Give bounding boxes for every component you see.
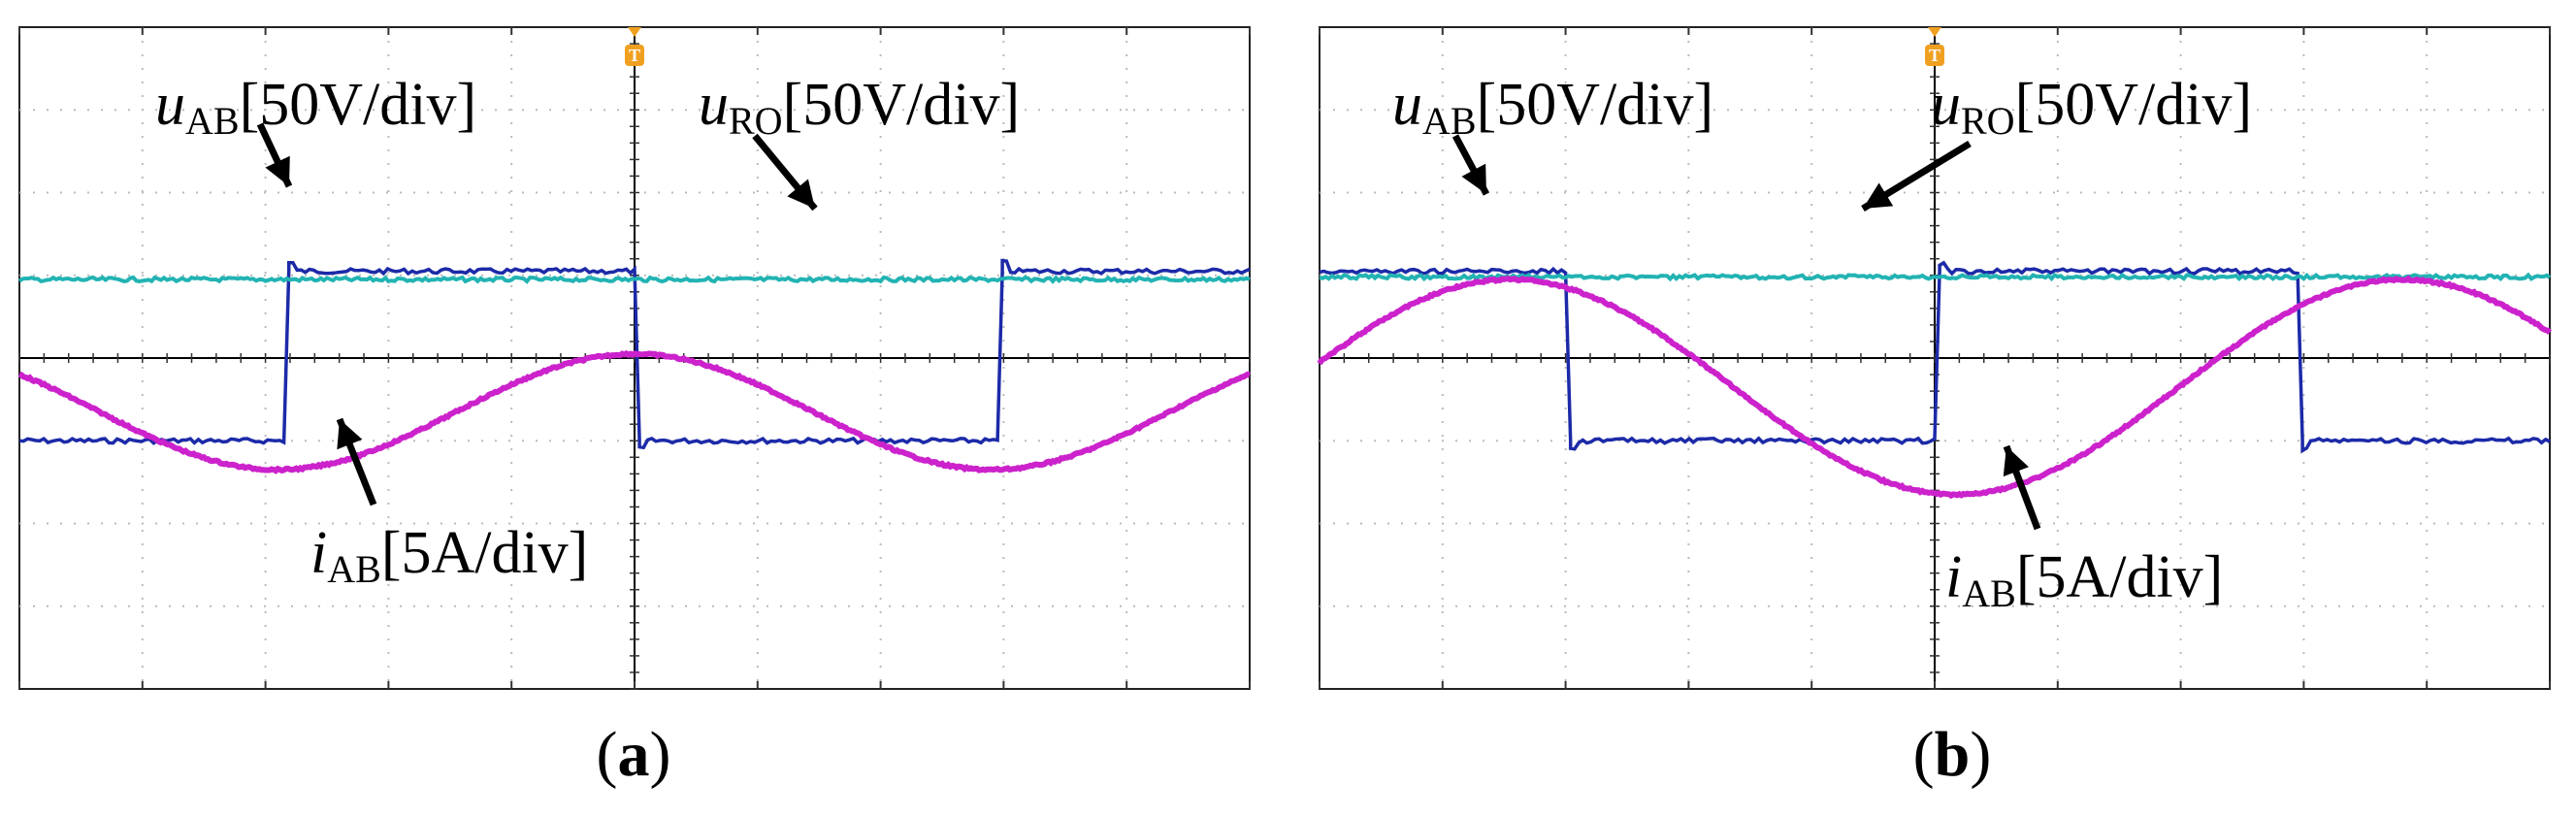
trigger-marker: T — [1925, 27, 1944, 66]
caption-b-letter: b — [1934, 719, 1971, 790]
label-scale: [50V/div] — [240, 72, 477, 138]
label-symbol: i — [310, 520, 327, 586]
label-arrow-head — [265, 155, 290, 186]
label-subscript: AB — [1422, 99, 1477, 143]
label-subscript: AB — [185, 99, 240, 143]
label-symbol: u — [1931, 72, 1961, 138]
label-arrow-head — [1863, 182, 1894, 209]
trace-i-ab — [17, 349, 1251, 474]
label-u-ro: uRO[50V/div] — [1931, 72, 2252, 143]
label-u-ab: uAB[50V/div] — [1392, 72, 1713, 143]
trace-u-ro — [17, 275, 1251, 284]
label-symbol: u — [1392, 72, 1422, 138]
label-arrow-head — [337, 419, 363, 450]
caption-b: (b) — [1912, 719, 1992, 790]
trace-u-ab — [1319, 260, 2551, 454]
label-symbol: u — [155, 72, 185, 138]
trace-u-ab — [18, 258, 1251, 450]
label-scale: [50V/div] — [1477, 72, 1714, 138]
label-subscript: AB — [327, 547, 381, 591]
trigger-marker-box — [1925, 45, 1944, 66]
label-scale: [50V/div] — [2015, 72, 2253, 138]
trigger-marker-box — [625, 45, 644, 66]
caption-a-letter: a — [617, 719, 650, 790]
trigger-marker-label: T — [1929, 46, 1940, 65]
label-scale: [5A/div] — [381, 520, 589, 586]
label-symbol: i — [1945, 544, 1962, 610]
trace-u-ro — [1319, 272, 2552, 282]
trace-i-ab — [1317, 275, 2553, 500]
label-arrow-head — [1461, 163, 1486, 194]
trigger-marker-label: T — [629, 46, 640, 65]
label-scale: [5A/div] — [2016, 544, 2224, 610]
caption-a: (a) — [596, 719, 671, 790]
label-i-ab: iAB[5A/div] — [310, 520, 588, 591]
label-subscript: RO — [1961, 99, 2015, 143]
trigger-arrow — [1928, 27, 1941, 37]
label-arrow-head — [2003, 446, 2029, 477]
trigger-arrow — [628, 27, 641, 37]
trigger-marker: T — [625, 27, 644, 66]
label-symbol: u — [699, 72, 729, 138]
label-u-ro: uRO[50V/div] — [699, 72, 1020, 143]
label-scale: [50V/div] — [783, 72, 1021, 138]
label-i-ab: iAB[5A/div] — [1945, 544, 2223, 615]
label-u-ab: uAB[50V/div] — [155, 72, 476, 143]
label-arrow-head — [787, 179, 815, 209]
label-subscript: AB — [1962, 572, 2016, 615]
